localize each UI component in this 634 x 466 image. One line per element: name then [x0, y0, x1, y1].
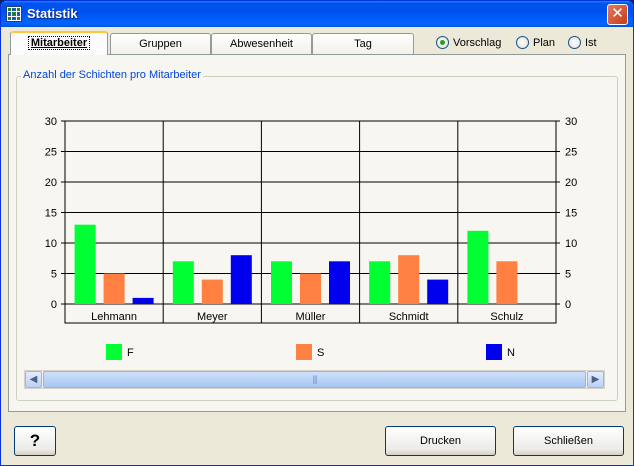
- x-tick-label: Meyer: [197, 311, 228, 323]
- legend-swatch-N: [486, 344, 502, 360]
- app-grid-icon: [6, 6, 22, 22]
- tab-tag[interactable]: Tag: [312, 33, 414, 54]
- groupbox-title: Anzahl der Schichten pro Mitarbeiter: [21, 69, 203, 81]
- tab-mitarbeiter[interactable]: Mitarbeiter: [10, 31, 108, 55]
- radio-selected-icon: [436, 36, 449, 49]
- legend-swatch-S: [296, 344, 312, 360]
- chart-groupbox: [16, 76, 618, 401]
- y-tick-label-left: 30: [45, 116, 57, 128]
- bar-S-Schulz: [496, 261, 518, 304]
- x-tick-label: Schulz: [490, 311, 523, 323]
- tab-abwesenheit[interactable]: Abwesenheit: [211, 33, 312, 54]
- y-tick-label-left: 0: [51, 299, 57, 311]
- help-button[interactable]: ?: [14, 426, 56, 456]
- y-tick-label-right: 20: [565, 177, 577, 189]
- tab-gruppen[interactable]: Gruppen: [110, 33, 211, 54]
- bar-N-Meyer: [230, 255, 252, 304]
- y-tick-label-right: 5: [565, 269, 571, 281]
- y-tick-label-right: 25: [565, 147, 577, 159]
- bar-F-Müller: [271, 261, 292, 304]
- y-tick-label-right: 0: [565, 299, 571, 311]
- y-tick-label-left: 5: [51, 269, 57, 281]
- bar-N-Müller: [329, 261, 350, 304]
- radio-label: Plan: [533, 36, 556, 49]
- y-tick-label-right: 10: [565, 238, 577, 250]
- bar-F-Lehmann: [74, 224, 96, 304]
- legend-label-N: N: [507, 347, 515, 359]
- y-tick-label-right: 15: [565, 208, 577, 220]
- y-tick-label-left: 15: [45, 208, 57, 220]
- bar-S-Schmidt: [398, 255, 420, 304]
- x-tick-label: Schmidt: [389, 311, 429, 323]
- radio-plan[interactable]: Plan: [516, 36, 555, 49]
- y-tick-label-left: 20: [45, 177, 57, 189]
- bar-S-Meyer: [201, 279, 223, 304]
- bar-F-Meyer: [172, 261, 194, 304]
- x-tick-label: Lehmann: [91, 311, 137, 323]
- bar-N-Schmidt: [427, 279, 449, 304]
- radio-label: Ist: [585, 36, 597, 49]
- radio-unselected-icon: [568, 36, 581, 49]
- tab-label: Mitarbeiter: [27, 36, 91, 50]
- y-tick-label-right: 30: [565, 116, 577, 128]
- title-bar[interactable]: Statistik ✕: [1, 1, 633, 27]
- y-tick-label-left: 10: [45, 238, 57, 250]
- radio-label: Vorschlag: [453, 36, 502, 49]
- scroll-thumb[interactable]: |||: [43, 371, 586, 388]
- legend-label-S: S: [317, 347, 324, 359]
- legend-label-F: F: [127, 347, 134, 359]
- close-button[interactable]: Schließen: [513, 426, 624, 456]
- radio-ist[interactable]: Ist: [568, 36, 597, 49]
- close-window-button[interactable]: ✕: [607, 4, 628, 25]
- scroll-left-arrow-icon[interactable]: ◀: [25, 371, 42, 388]
- bar-N-Lehmann: [132, 297, 154, 304]
- bar-S-Lehmann: [103, 273, 125, 304]
- scroll-right-arrow-icon[interactable]: ▶: [587, 371, 604, 388]
- legend-swatch-F: [106, 344, 122, 360]
- radio-unselected-icon: [516, 36, 529, 49]
- y-tick-label-left: 25: [45, 147, 57, 159]
- window-title: Statistik: [27, 6, 78, 21]
- radio-vorschlag[interactable]: Vorschlag: [436, 36, 501, 49]
- x-tick-label: Müller: [296, 311, 326, 323]
- bar-F-Schmidt: [369, 261, 391, 304]
- print-button[interactable]: Drucken: [385, 426, 496, 456]
- horizontal-scrollbar[interactable]: ◀ ||| ▶: [24, 370, 605, 389]
- bar-F-Schulz: [467, 230, 489, 304]
- bar-S-Müller: [300, 273, 321, 304]
